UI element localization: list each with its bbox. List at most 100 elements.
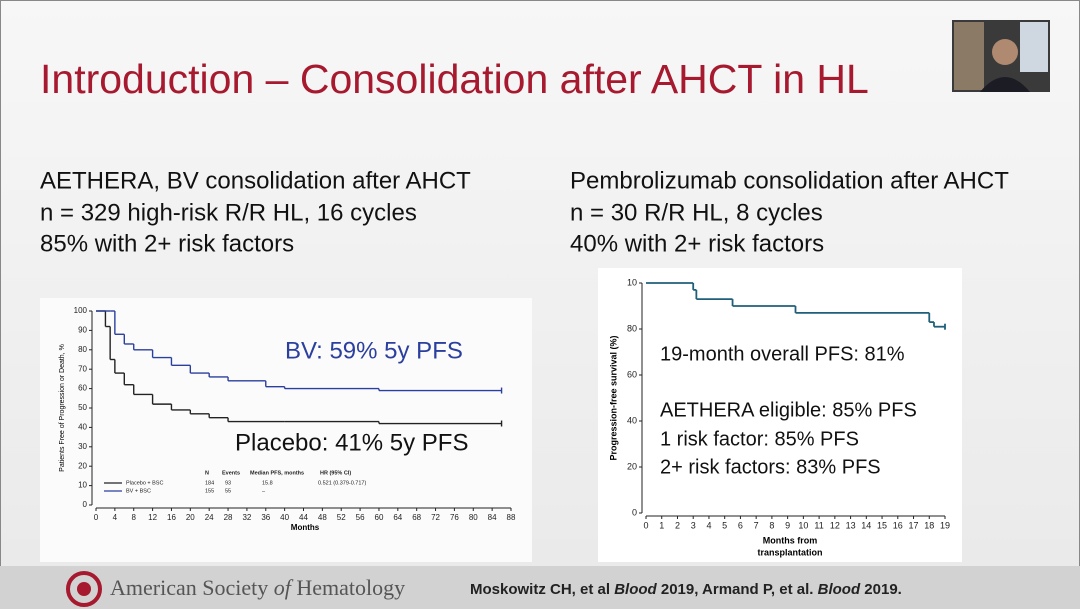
table-cell: 155 (205, 488, 214, 494)
footer-bar (0, 566, 1080, 609)
chart-panel (40, 298, 532, 562)
x-tick-label: 1 (659, 520, 664, 530)
left-text: n = 329 high-risk R/R HL, 16 cycles (40, 199, 417, 226)
y-axis-label: Progression-free survival (%) (608, 335, 618, 460)
x-tick-label: 36 (261, 513, 270, 522)
x-axis-label: Months (291, 523, 320, 532)
x-axis-label: Months from (763, 535, 818, 545)
y-tick-label: 70 (78, 364, 87, 373)
x-tick-label: 84 (488, 513, 497, 522)
x-tick-label: 80 (469, 513, 478, 522)
legend-label: Placebo + BSC (126, 480, 163, 486)
x-tick-label: 20 (186, 513, 195, 522)
table-cell: 93 (225, 480, 231, 486)
annotation: 1 risk factor: 85% PFS (660, 428, 859, 450)
x-tick-label: 19 (940, 520, 950, 530)
annotation: 19-month overall PFS: 81% (660, 343, 905, 365)
x-tick-label: 2 (675, 520, 680, 530)
right-text: n = 30 R/R HL, 8 cycles (570, 199, 823, 226)
x-tick-label: 60 (375, 513, 384, 522)
annotation: AETHERA eligible: 85% PFS (660, 399, 917, 421)
y-tick-label: 40 (627, 415, 637, 425)
y-tick-label: 50 (78, 403, 87, 412)
x-tick-label: 4 (706, 520, 711, 530)
x-tick-label: 64 (393, 513, 402, 522)
webcam (952, 20, 1050, 92)
y-tick-label: 20 (78, 461, 87, 470)
left-text: AETHERA, BV consolidation after AHCT (40, 167, 471, 194)
annotation: BV: 59% 5y PFS (285, 337, 463, 364)
x-tick-label: 40 (280, 513, 289, 522)
legend-table: N Events Median PFS, months HR (95% CI) … (205, 470, 366, 494)
x-tick-label: 4 (113, 513, 118, 522)
x-tick-label: 8 (132, 513, 137, 522)
x-tick-label: 8 (769, 520, 774, 530)
x-tick-label: 10 (798, 520, 808, 530)
right-text: Pembrolizumab consolidation after AHCT (570, 167, 1009, 194)
x-tick-label: 72 (431, 513, 440, 522)
citation-part: 2019. (864, 581, 902, 598)
right-text: 40% with 2+ risk factors (570, 230, 824, 257)
y-tick-label: 30 (78, 442, 87, 451)
x-tick-label: 7 (754, 520, 759, 530)
table-header: HR (95% CI) (320, 470, 351, 476)
y-tick-label: 0 (632, 507, 637, 517)
x-tick-label: 52 (337, 513, 346, 522)
x-tick-label: 5 (722, 520, 727, 530)
y-tick-label: 20 (627, 461, 637, 471)
x-tick-label: 3 (691, 520, 696, 530)
x-tick-label: 32 (242, 513, 251, 522)
y-tick-label: 80 (627, 323, 637, 333)
x-tick-label: 16 (893, 520, 903, 530)
y-tick-label: 80 (78, 345, 87, 354)
table-header: N (205, 470, 209, 476)
x-tick-label: 13 (846, 520, 856, 530)
table-cell: – (262, 488, 266, 494)
y-axis-label: Patients Free of Progression or Death, % (59, 344, 66, 472)
y-tick-label: 10 (78, 481, 87, 490)
citation-part: 2019, Armand P, et al. (661, 581, 814, 598)
footer-org: American Society of Hematology (110, 575, 405, 600)
annotation: Placebo: 41% 5y PFS (235, 429, 468, 456)
x-tick-label: 56 (356, 513, 365, 522)
slide-title: Introduction – Consolidation after AHCT … (40, 56, 869, 102)
legend-label: BV + BSC (126, 488, 151, 494)
x-tick-label: 11 (814, 520, 823, 530)
org-part: Hematology (296, 575, 405, 600)
x-tick-label: 88 (507, 513, 516, 522)
chart-panel (598, 268, 962, 562)
table-cell: 184 (205, 480, 214, 486)
y-tick-label: 40 (78, 423, 87, 432)
citation-part: Moskowitz CH, et al (470, 581, 610, 598)
x-tick-label: 18 (924, 520, 934, 530)
x-tick-label: 6 (738, 520, 743, 530)
table-header: Events (222, 470, 240, 476)
table-cell: 15.8 (262, 480, 273, 486)
annotation: 2+ risk factors: 83% PFS (660, 456, 881, 478)
x-tick-label: 17 (909, 520, 919, 530)
x-tick-label: 12 (830, 520, 840, 530)
y-tick-label: 0 (83, 500, 88, 509)
y-tick-label: 60 (78, 384, 87, 393)
x-tick-label: 16 (167, 513, 176, 522)
x-tick-label: 0 (643, 520, 648, 530)
x-tick-label: 0 (94, 513, 99, 522)
org-part: American Society (110, 575, 268, 600)
table-cell: 0.521 (0.379-0.717) (318, 480, 366, 486)
x-tick-label: 14 (861, 520, 871, 530)
x-tick-label: 76 (450, 513, 459, 522)
x-tick-label: 44 (299, 513, 308, 522)
citation-part: Blood (818, 581, 861, 598)
left-text: 85% with 2+ risk factors (40, 230, 294, 257)
y-tick-label: 60 (627, 369, 637, 379)
y-tick-label: 90 (78, 326, 87, 335)
x-tick-label: 24 (205, 513, 214, 522)
footer-citation: Moskowitz CH, et al Blood 2019, Armand P… (470, 581, 902, 598)
x-axis-label: transplantation (757, 547, 822, 557)
logo (66, 571, 102, 607)
y-tick-label: 10 (627, 277, 637, 287)
org-part: of (274, 575, 294, 600)
x-tick-label: 48 (318, 513, 327, 522)
table-cell: 55 (225, 488, 231, 494)
